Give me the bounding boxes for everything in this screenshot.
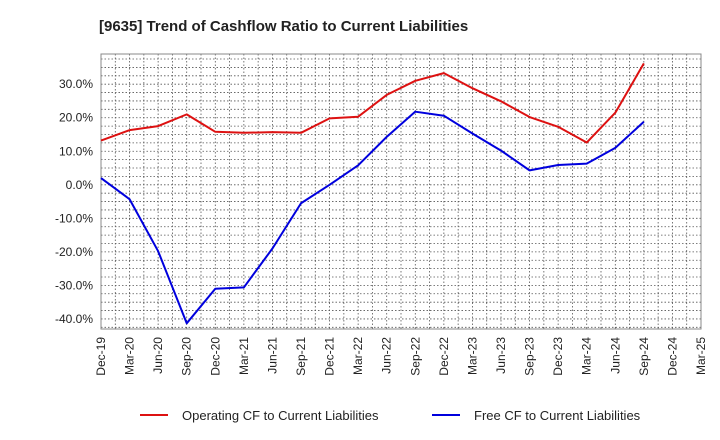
grid [101,54,701,329]
x-tick-label: Sep-20 [180,337,194,376]
x-tick-label: Dec-23 [551,337,565,376]
x-tick-label: Jun-21 [265,337,279,374]
plot-area [100,53,702,330]
x-tick-label: Mar-25 [694,337,708,375]
y-tick-label: -40.0% [55,312,93,326]
x-tick-label: Dec-24 [665,337,679,376]
y-tick-label: -10.0% [55,211,93,225]
x-tick-label: Dec-22 [437,337,451,376]
x-tick-label: Sep-24 [637,337,651,376]
chart-title: [9635] Trend of Cashflow Ratio to Curren… [99,18,468,35]
y-tick-label: -30.0% [55,278,93,292]
legend: Operating CF to Current Liabilities Free … [140,408,641,423]
x-tick-label: Mar-24 [580,337,594,375]
legend-label-1: Operating CF to Current Liabilities [182,408,379,423]
y-tick-label: 30.0% [59,77,93,91]
x-tick-label: Mar-20 [123,337,137,375]
series-line-2 [100,110,645,325]
y-tick-label: 20.0% [59,111,93,125]
legend-label-2: Free CF to Current Liabilities [474,408,641,423]
x-tick-label: Jun-22 [380,337,394,374]
y-tick-label: -20.0% [55,245,93,259]
x-tick-label: Mar-22 [351,337,365,375]
x-axis: Dec-19 Mar-20 Jun-20 Sep-20 Dec-20 Mar-21 Jun-… [94,337,708,376]
x-tick-label: Jun-23 [494,337,508,374]
y-axis: -40.0% -30.0% -20.0% -10.0% 0.0% 10.0% 20.0% 30… [55,77,93,326]
y-tick-label: 0.0% [66,178,94,192]
x-tick-label: Dec-19 [94,337,108,376]
x-tick-label: Sep-22 [408,337,422,376]
x-tick-label: Mar-23 [465,337,479,375]
x-tick-label: Mar-21 [237,337,251,375]
x-tick-label: Dec-21 [323,337,337,376]
x-tick-label: Sep-23 [523,337,537,376]
series-lines [100,62,645,325]
x-tick-label: Sep-21 [294,337,308,376]
x-tick-label: Jun-20 [151,337,165,374]
y-tick-label: 10.0% [59,144,93,158]
x-tick-label: Dec-20 [208,337,222,376]
series-line-1 [100,62,645,144]
x-tick-label: Jun-24 [608,337,622,374]
